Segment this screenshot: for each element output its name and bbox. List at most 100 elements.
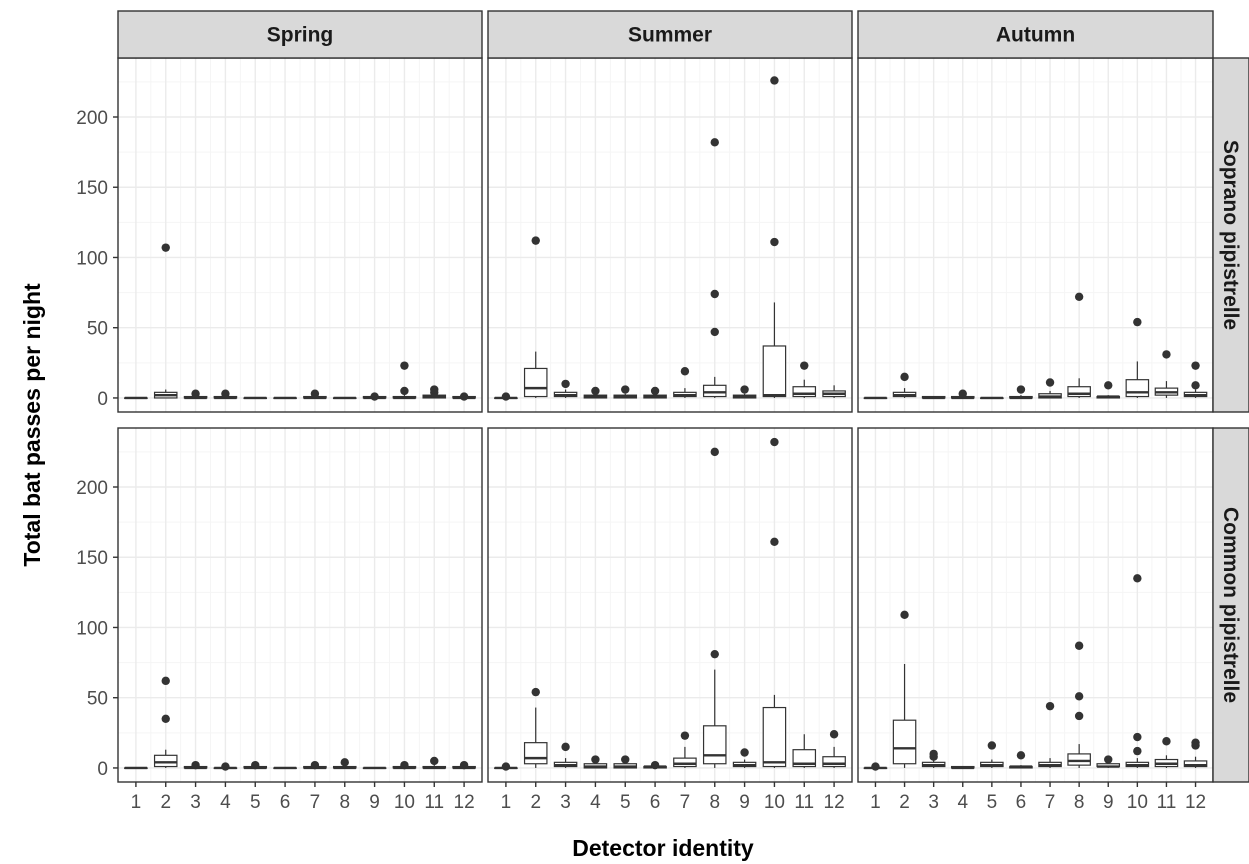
box-autumn-common-pipistrelle-detector-1-outlier-point bbox=[871, 762, 880, 771]
box-summer-soprano-pipistrelle-detector-10-iqr-box bbox=[762, 345, 787, 398]
box-autumn-common-pipistrelle-detector-10-outlier-point bbox=[1133, 746, 1142, 756]
box-autumn-common-pipistrelle-detector-11-outlier-point bbox=[1162, 737, 1171, 746]
box-spring-soprano-pipistrelle-detector-11-outlier-point bbox=[430, 385, 439, 394]
box-autumn-common-pipistrelle-detector-2-outlier-point bbox=[900, 610, 909, 620]
box-summer-common-pipistrelle-detector-10-outlier-point bbox=[770, 537, 779, 546]
box-summer-common-pipistrelle-detector-2-iqr-box bbox=[523, 742, 548, 765]
box-autumn-common-pipistrelle-detector-3-outlier-point bbox=[929, 749, 938, 759]
box-autumn-soprano-pipistrelle-detector-2-outlier-point bbox=[900, 372, 909, 382]
box-summer-soprano-pipistrelle-detector-8-outlier-point bbox=[710, 138, 719, 147]
x-axis-title: Detector identity bbox=[572, 835, 754, 861]
x-tick-label: 12 bbox=[824, 792, 845, 813]
y-axis-title: Total bat passes per night bbox=[19, 283, 45, 567]
strip-label-common-pipistrelle: Common pipistrelle bbox=[1219, 507, 1242, 703]
box-spring-soprano-pipistrelle-detector-2-outlier-point bbox=[161, 243, 170, 252]
panel-border-summer-common-pipistrelle bbox=[487, 427, 853, 783]
x-tick-label: 10 bbox=[764, 792, 785, 813]
box-autumn-soprano-pipistrelle-detector-8-iqr-box bbox=[1067, 386, 1091, 398]
box-spring-common-pipistrelle-detector-2-outlier-point bbox=[161, 676, 170, 686]
box-summer-soprano-pipistrelle-detector-5-outlier-point bbox=[621, 385, 630, 394]
box-autumn-common-pipistrelle-detector-8-outlier-point bbox=[1074, 641, 1084, 650]
x-tick-label: 12 bbox=[1185, 792, 1206, 813]
box-summer-soprano-pipistrelle-detector-8-outlier-point bbox=[710, 327, 719, 337]
box-summer-common-pipistrelle-detector-2-outlier-point bbox=[531, 687, 540, 697]
box-summer-common-pipistrelle-detector-12-iqr-box bbox=[822, 756, 846, 768]
box-autumn-soprano-pipistrelle-detector-6-outlier-point bbox=[1016, 385, 1026, 394]
box-summer-common-pipistrelle-detector-12-outlier-point bbox=[829, 730, 839, 739]
box-spring-soprano-pipistrelle-detector-9-outlier-point bbox=[370, 392, 379, 401]
box-summer-soprano-pipistrelle-detector-8-outlier-point bbox=[710, 289, 719, 299]
box-summer-common-pipistrelle-detector-5-outlier-point bbox=[621, 755, 630, 764]
x-tick-label: 3 bbox=[560, 792, 571, 813]
box-autumn-soprano-pipistrelle-detector-10-iqr-box bbox=[1125, 379, 1150, 398]
box-summer-common-pipistrelle-detector-8-outlier-point bbox=[710, 649, 719, 659]
x-tick-label: 11 bbox=[1157, 792, 1177, 813]
x-tick-label: 8 bbox=[709, 792, 720, 813]
box-autumn-common-pipistrelle-detector-8-outlier-point bbox=[1074, 692, 1084, 701]
box-autumn-common-pipistrelle-detector-7-outlier-point bbox=[1045, 701, 1055, 711]
x-tick-label: 12 bbox=[454, 792, 475, 813]
box-summer-common-pipistrelle-detector-10-iqr-box bbox=[762, 706, 787, 768]
x-tick-label: 1 bbox=[131, 792, 142, 813]
strip-spring-background bbox=[117, 10, 483, 59]
x-tick-label: 10 bbox=[394, 792, 415, 813]
box-autumn-common-pipistrelle-detector-10-outlier-point bbox=[1133, 574, 1142, 583]
box-summer-soprano-pipistrelle-detector-3-outlier-point bbox=[561, 379, 570, 389]
strip-label-spring: Spring bbox=[267, 24, 334, 47]
y-tick-label: 0 bbox=[97, 759, 108, 780]
box-spring-soprano-pipistrelle-detector-12-outlier-point bbox=[459, 392, 469, 401]
box-summer-soprano-pipistrelle-detector-11-iqr-box bbox=[792, 386, 817, 398]
x-tick-label: 8 bbox=[1074, 792, 1085, 813]
box-summer-common-pipistrelle-detector-4-outlier-point bbox=[591, 755, 600, 764]
y-tick-label: 150 bbox=[76, 178, 108, 199]
y-tick-label: 50 bbox=[87, 689, 108, 710]
strip-label-autumn: Autumn bbox=[996, 24, 1075, 47]
grid-layer bbox=[118, 58, 1213, 782]
box-autumn-soprano-pipistrelle-detector-12-outlier-point bbox=[1191, 361, 1200, 370]
box-summer-soprano-pipistrelle-detector-2-iqr-box bbox=[523, 367, 548, 398]
box-spring-common-pipistrelle-detector-3-outlier-point bbox=[191, 760, 200, 770]
facet-strip-layer: Spring Summer Autumn Soprano pipistrelle Com… bbox=[117, 10, 1249, 783]
box-autumn-soprano-pipistrelle-detector-7-outlier-point bbox=[1045, 378, 1055, 387]
box-summer-soprano-pipistrelle-detector-11-outlier-point bbox=[800, 361, 809, 370]
x-tick-label: 10 bbox=[1127, 792, 1148, 813]
strip-soprano-pipistrelle-background bbox=[1212, 57, 1249, 413]
x-tick-label: 9 bbox=[369, 792, 380, 813]
box-autumn-common-pipistrelle-detector-2-iqr-box bbox=[892, 719, 917, 765]
box-summer-soprano-pipistrelle-detector-7-outlier-point bbox=[680, 367, 690, 376]
x-tick-label: 7 bbox=[1045, 792, 1056, 813]
box-summer-common-pipistrelle-detector-8-iqr-box bbox=[702, 725, 727, 765]
panel-frame-layer bbox=[117, 57, 1214, 783]
box-spring-soprano-pipistrelle-detector-7-outlier-point bbox=[310, 389, 320, 398]
box-spring-common-pipistrelle-detector-4-outlier-point bbox=[221, 762, 230, 771]
box-autumn-common-pipistrelle-detector-10-outlier-point bbox=[1133, 732, 1142, 742]
box-autumn-common-pipistrelle-detector-8-outlier-point bbox=[1074, 711, 1084, 721]
box-summer-common-pipistrelle-detector-9-outlier-point bbox=[740, 748, 749, 757]
box-summer-soprano-pipistrelle-detector-4-outlier-point bbox=[591, 386, 600, 396]
strip-label-summer: Summer bbox=[628, 24, 712, 47]
box-autumn-common-pipistrelle-detector-8-iqr-box bbox=[1067, 753, 1091, 766]
box-summer-soprano-pipistrelle-detector-9-outlier-point bbox=[740, 385, 749, 394]
x-tick-label: 2 bbox=[160, 792, 171, 813]
box-spring-common-pipistrelle-detector-2-outlier-point bbox=[161, 714, 170, 723]
x-tick-label: 6 bbox=[650, 792, 661, 813]
box-autumn-common-pipistrelle-detector-5-outlier-point bbox=[987, 741, 997, 750]
x-tick-label: 8 bbox=[339, 792, 350, 813]
box-spring-common-pipistrelle-detector-8-outlier-point bbox=[340, 758, 349, 767]
box-spring-common-pipistrelle-detector-11-outlier-point bbox=[430, 756, 439, 766]
box-autumn-common-pipistrelle-detector-9-outlier-point bbox=[1104, 755, 1113, 764]
box-autumn-soprano-pipistrelle-detector-11-outlier-point bbox=[1162, 350, 1171, 359]
x-tick-label: 4 bbox=[590, 792, 601, 813]
x-tick-label: 1 bbox=[870, 792, 881, 813]
x-tick-label: 9 bbox=[1103, 792, 1114, 813]
strip-common-pipistrelle-background bbox=[1212, 427, 1249, 783]
y-tick-label: 200 bbox=[76, 108, 108, 129]
y-tick-label: 50 bbox=[87, 319, 108, 340]
box-autumn-soprano-pipistrelle-detector-10-outlier-point bbox=[1133, 317, 1142, 327]
box-summer-soprano-pipistrelle-detector-6-outlier-point bbox=[650, 386, 660, 396]
box-spring-soprano-pipistrelle-detector-10-outlier-point bbox=[400, 386, 409, 396]
strip-summer-background bbox=[487, 10, 853, 59]
x-tick-label: 3 bbox=[928, 792, 939, 813]
